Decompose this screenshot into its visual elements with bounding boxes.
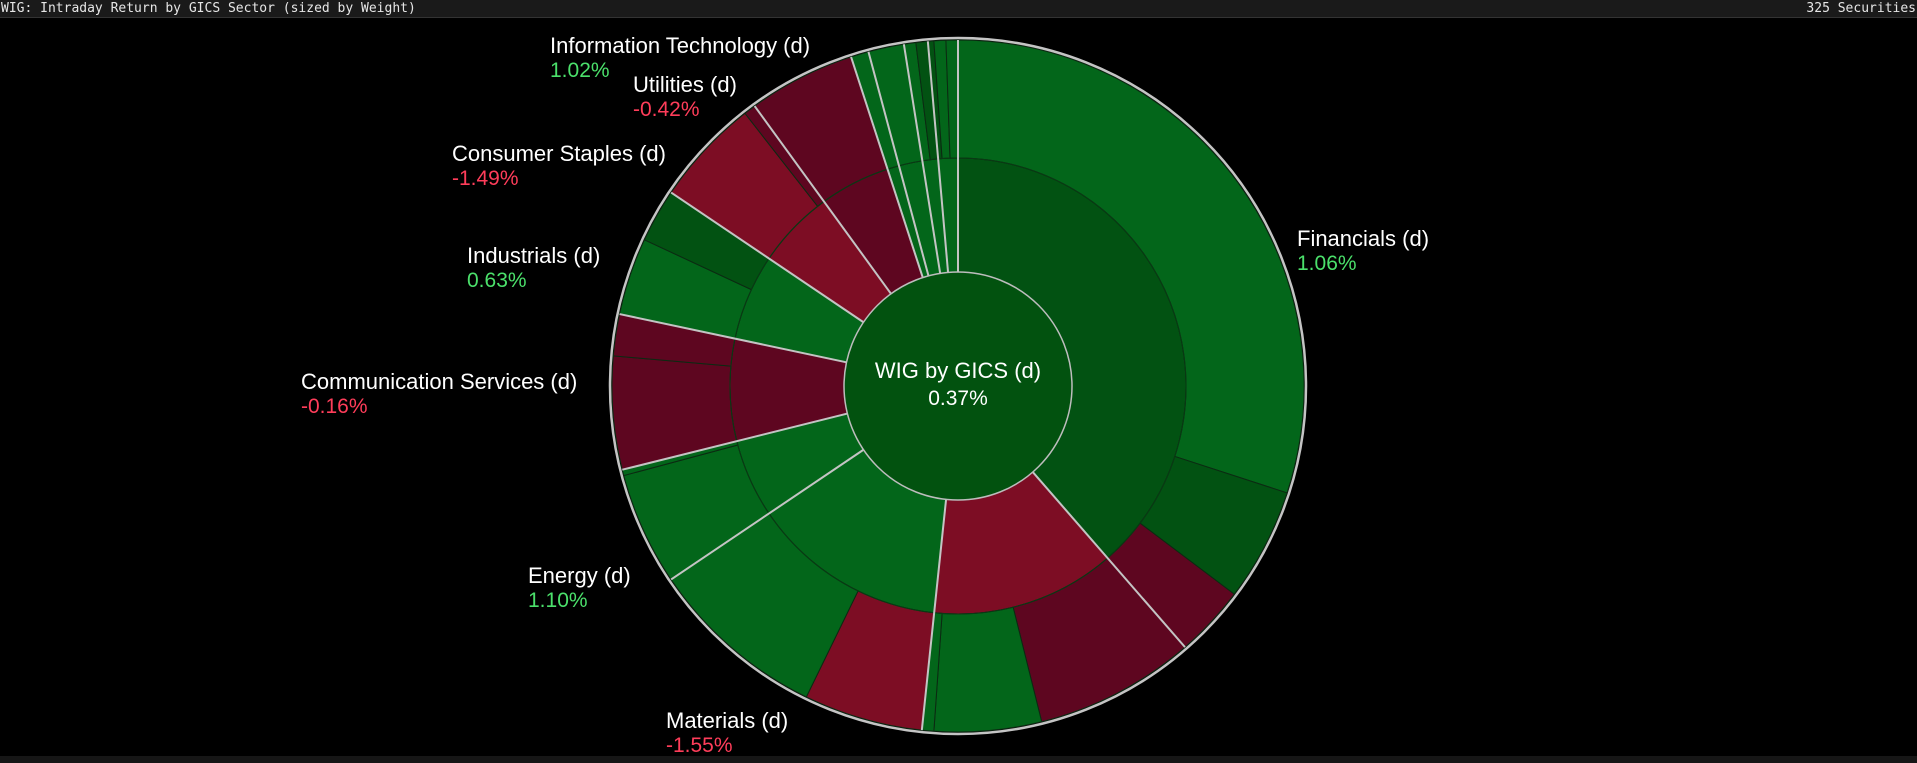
center-node[interactable]: WIG by GICS (d) 0.37%	[843, 271, 1073, 501]
chart-title: WIG: Intraday Return by GICS Sector (siz…	[1, 1, 416, 16]
title-bar: WIG: Intraday Return by GICS Sector (siz…	[0, 0, 1917, 18]
sector-return: -0.42%	[633, 98, 700, 121]
sector-label: Consumer Staples (d)	[452, 141, 666, 166]
sector-separator	[867, 51, 930, 277]
sector-label: Communication Services (d)	[301, 369, 577, 394]
sector-label: Industrials (d)	[467, 243, 600, 268]
sector-label: Utilities (d)	[633, 72, 737, 97]
sector-separator	[670, 191, 865, 324]
sector-separator	[1032, 471, 1186, 648]
sector-return: 1.02%	[550, 59, 610, 82]
sector-separator	[920, 499, 948, 731]
center-label: WIG by GICS (d)	[875, 358, 1041, 383]
sector-separator	[850, 56, 924, 278]
sector-return: 1.10%	[528, 589, 588, 612]
sector-label: Energy (d)	[528, 563, 631, 588]
center-value: 0.37%	[928, 387, 988, 410]
sector-separator	[670, 448, 865, 581]
outer-ring-border	[608, 36, 1308, 736]
sector-separator	[926, 41, 950, 273]
status-bar	[0, 756, 1917, 763]
sector-label: Materials (d)	[666, 708, 788, 733]
security-count: 325 Securities	[1806, 1, 1916, 16]
sector-label: Financials (d)	[1297, 226, 1429, 251]
sector-separator	[902, 44, 942, 274]
sector-return: -0.16%	[301, 395, 368, 418]
sector-return: -1.55%	[666, 734, 733, 757]
sector-return: -1.49%	[452, 167, 519, 190]
sector-labels: Financials (d)1.06% Materials (d)-1.55% En…	[301, 33, 1429, 757]
sector-label: Information Technology (d)	[550, 33, 810, 58]
sector-separator	[622, 412, 848, 471]
sector-separator	[619, 313, 847, 364]
sector-separator	[753, 105, 892, 295]
sunburst-rings	[611, 39, 1305, 733]
sector-return: 0.63%	[467, 269, 527, 292]
sector-return: 1.06%	[1297, 252, 1357, 275]
